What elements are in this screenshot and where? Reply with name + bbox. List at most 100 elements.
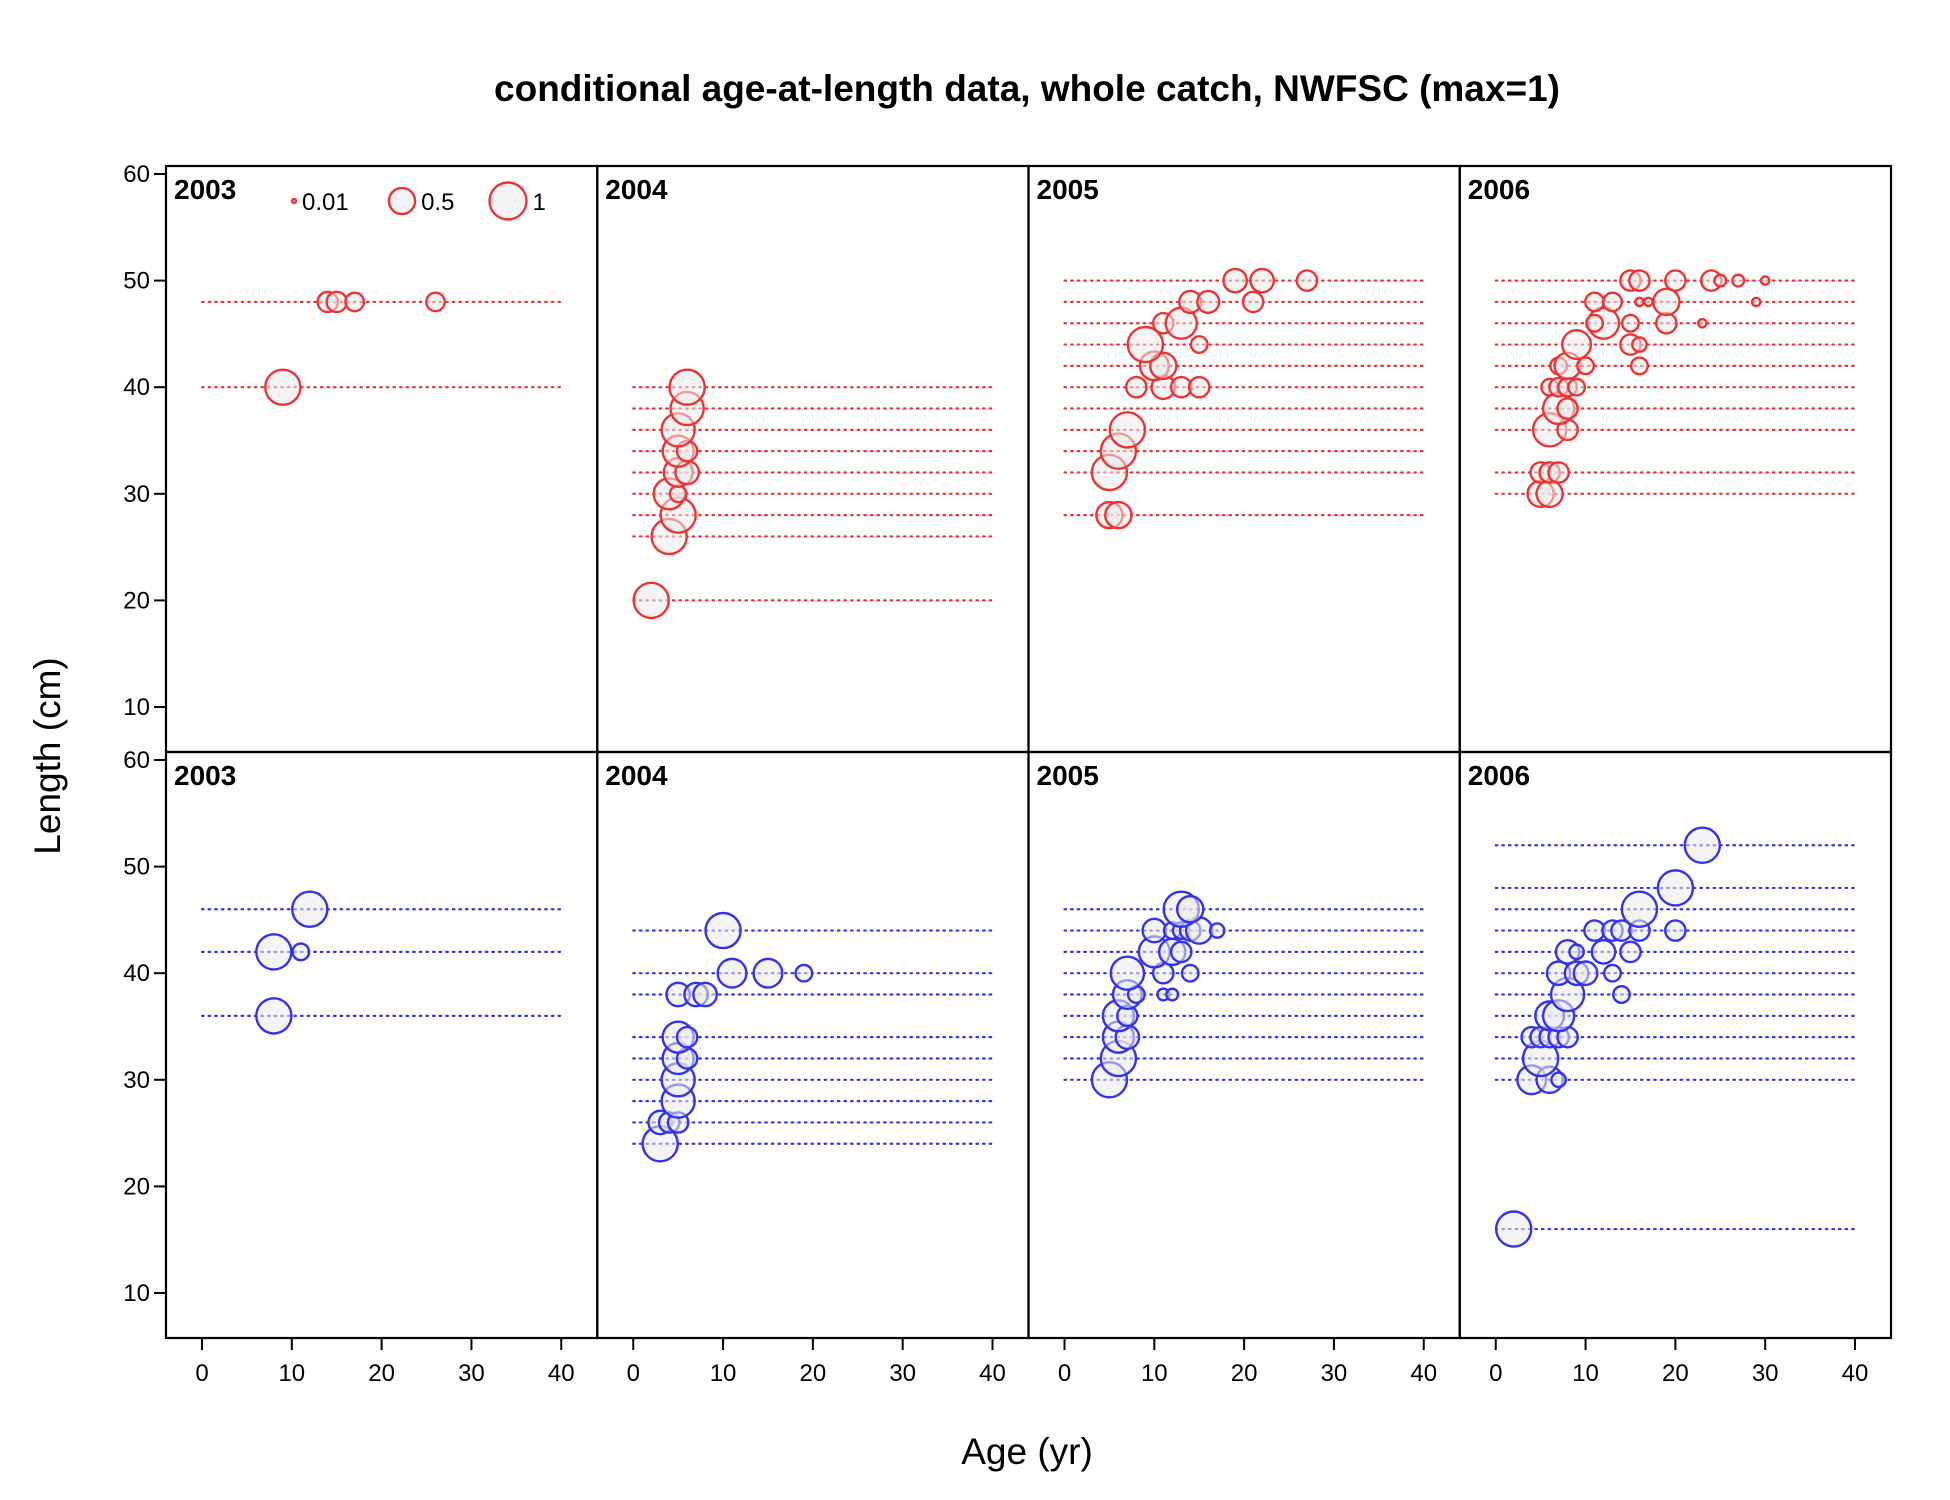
data-bubble xyxy=(1180,963,1200,983)
data-bubble xyxy=(1656,869,1695,907)
data-bubble xyxy=(1750,296,1762,308)
data-bubble xyxy=(1568,943,1585,961)
data-bubble xyxy=(1652,287,1681,317)
data-bubble xyxy=(794,963,814,983)
data-bubble xyxy=(1208,922,1226,939)
x-tick-label: 40 xyxy=(979,1360,1006,1387)
data-bubble xyxy=(325,290,349,314)
y-tick-label: 10 xyxy=(123,1280,150,1307)
x-tick-label: 20 xyxy=(800,1360,827,1387)
panel-frame xyxy=(1458,164,1893,754)
x-tick-label: 0 xyxy=(195,1360,208,1387)
panel-frame xyxy=(1027,750,1461,1340)
panel-frame xyxy=(164,750,599,1340)
x-tick-label: 30 xyxy=(1752,1360,1779,1387)
y-tick-label: 20 xyxy=(123,587,150,614)
x-tick-label: 0 xyxy=(1058,1360,1071,1387)
data-bubble xyxy=(1249,267,1275,294)
data-bubble xyxy=(1696,317,1708,329)
data-bubble xyxy=(1108,411,1147,449)
y-tick-label: 20 xyxy=(123,1173,150,1200)
data-bubble xyxy=(1576,356,1596,376)
y-tick-label: 40 xyxy=(123,374,150,401)
data-bubble xyxy=(1731,273,1746,288)
data-bubble xyxy=(291,890,329,928)
data-bubble xyxy=(1550,1071,1567,1089)
data-bubble xyxy=(1141,917,1168,944)
y-tick-label: 10 xyxy=(123,694,150,721)
panel-frame xyxy=(1027,164,1461,754)
panel-year-label: 2006 xyxy=(1468,760,1530,791)
panel-year-label: 2005 xyxy=(1037,760,1099,791)
data-bubble xyxy=(1620,890,1659,928)
data-bubble xyxy=(1759,275,1771,286)
data-bubble xyxy=(1187,375,1211,399)
data-bubble xyxy=(1175,894,1205,924)
x-tick-label: 40 xyxy=(1842,1360,1869,1387)
x-tick-label: 20 xyxy=(1231,1360,1258,1387)
x-tick-label: 10 xyxy=(278,1360,305,1387)
y-tick-label: 30 xyxy=(123,481,150,508)
data-bubble xyxy=(1104,500,1133,530)
data-bubble xyxy=(1535,479,1564,509)
y-tick-label: 50 xyxy=(123,268,150,295)
data-bubble xyxy=(1241,290,1265,314)
panel-year-label: 2004 xyxy=(605,174,668,205)
x-tick-label: 0 xyxy=(1489,1360,1502,1387)
data-bubble xyxy=(1634,296,1645,308)
data-bubble xyxy=(1295,269,1319,292)
data-bubble xyxy=(1664,269,1687,292)
data-bubble xyxy=(632,581,670,620)
data-bubble xyxy=(1664,919,1687,942)
legend-label: 0.01 xyxy=(302,189,349,216)
data-bubble xyxy=(291,942,311,962)
data-bubble xyxy=(1196,289,1221,315)
panel-frame xyxy=(596,164,1030,754)
data-bubble xyxy=(1165,987,1180,1002)
data-bubble xyxy=(1585,313,1605,333)
data-bubble xyxy=(752,957,784,989)
data-bubble xyxy=(1126,325,1165,364)
data-bubble xyxy=(675,1025,699,1049)
panel-year-label: 2006 xyxy=(1468,174,1530,205)
data-bubble xyxy=(1222,267,1249,294)
data-bubble xyxy=(1125,375,1148,399)
data-bubble xyxy=(1643,296,1654,308)
chart-title: conditional age-at-length data, whole ca… xyxy=(494,68,1560,109)
x-tick-label: 40 xyxy=(548,1360,575,1387)
y-tick-label: 60 xyxy=(123,747,150,774)
x-tick-label: 30 xyxy=(1321,1360,1348,1387)
x-tick-label: 30 xyxy=(889,1360,916,1387)
data-bubble xyxy=(1683,826,1722,865)
x-tick-label: 20 xyxy=(1662,1360,1689,1387)
data-bubble xyxy=(1713,273,1728,288)
data-bubble xyxy=(1556,397,1579,420)
data-bubble xyxy=(668,368,706,406)
data-bubble xyxy=(1189,335,1209,355)
x-tick-label: 40 xyxy=(1410,1360,1437,1387)
y-axis-title: Length (cm) xyxy=(27,657,68,854)
data-bubble xyxy=(1109,955,1146,991)
data-bubble xyxy=(1561,329,1593,361)
data-bubble xyxy=(1628,269,1651,292)
panel-frame xyxy=(596,750,1030,1340)
data-bubble xyxy=(1169,940,1193,964)
x-tick-label: 10 xyxy=(1141,1360,1168,1387)
y-tick-label: 60 xyxy=(123,161,150,188)
legend-bubble xyxy=(290,197,298,205)
data-bubble xyxy=(1603,963,1622,983)
data-bubble xyxy=(692,981,719,1008)
data-bubble xyxy=(1590,938,1617,965)
data-bubble xyxy=(255,997,293,1035)
data-bubble xyxy=(1619,940,1642,964)
data-bubble xyxy=(1629,356,1649,376)
data-bubble xyxy=(1547,461,1570,484)
data-bubble xyxy=(264,368,302,406)
data-bubble xyxy=(255,933,293,971)
legend-bubble xyxy=(387,186,417,216)
data-bubble xyxy=(1620,313,1640,333)
x-tick-label: 0 xyxy=(627,1360,640,1387)
panel-year-label: 2003 xyxy=(174,174,236,205)
legend-label: 1 xyxy=(533,189,546,216)
